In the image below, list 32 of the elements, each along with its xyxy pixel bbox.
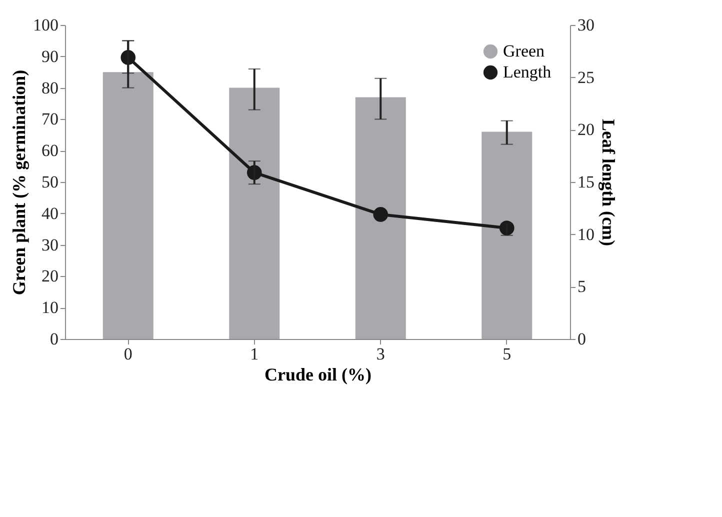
y2-tick-label: 25 — [578, 68, 594, 87]
bar — [355, 97, 406, 339]
y2-tick-label: 10 — [578, 224, 594, 244]
y-tick-label: 100 — [33, 16, 58, 34]
bar — [229, 88, 280, 339]
bar — [102, 72, 154, 339]
y2-tick-label: 20 — [578, 120, 594, 140]
y-tick-label: 0 — [50, 330, 58, 348]
y2-tick-label: 5 — [578, 277, 586, 296]
bar — [482, 132, 532, 339]
x-tick-label: 5 — [502, 344, 512, 364]
y-tick-label: 30 — [42, 235, 58, 254]
legend-label: Green — [503, 42, 546, 60]
y-tick-label: 60 — [42, 141, 58, 160]
y2-tick-label: 15 — [578, 172, 594, 192]
y-tick-label: 80 — [42, 78, 58, 98]
y2-axis-title: Leaf length (cm) — [598, 119, 618, 246]
x-tick-label: 3 — [376, 344, 385, 364]
y2-tick-label: 30 — [578, 16, 594, 34]
point — [373, 207, 388, 222]
y-tick-label: 50 — [42, 172, 58, 192]
x-tick-label: 0 — [124, 344, 132, 364]
y-axis-title: Green plant (% germination) — [9, 70, 29, 296]
y-tick-label: 40 — [42, 204, 58, 223]
y2-tick-label: 0 — [578, 330, 586, 348]
y-tick-label: 70 — [42, 110, 58, 129]
x-tick-label: 1 — [250, 344, 259, 364]
x-axis-title: Crude oil (%) — [264, 364, 372, 384]
y-tick-label: 20 — [42, 266, 58, 286]
y-tick-label: 90 — [42, 46, 58, 66]
legend-label: Length — [503, 62, 552, 82]
y-tick-label: 10 — [42, 298, 58, 318]
